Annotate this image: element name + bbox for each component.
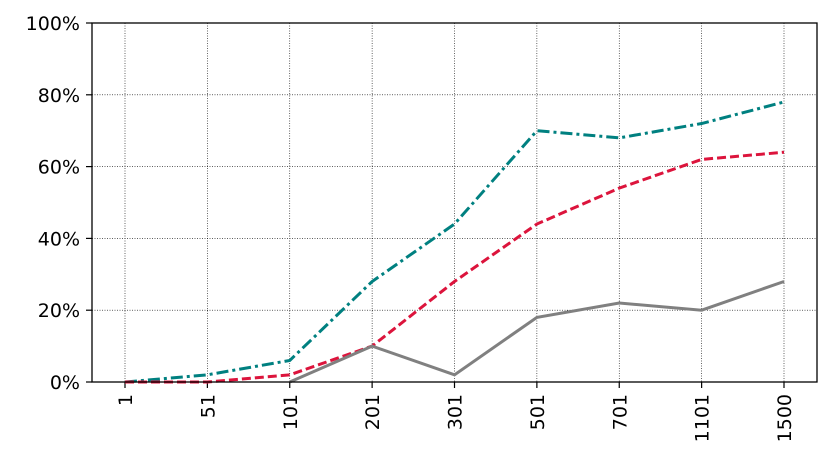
x-tick-label: 701 [609,394,631,430]
x-tick-label: 51 [197,394,219,418]
plot-frame [91,22,818,383]
y-tick-label: 60% [38,157,80,179]
x-tick-label: 301 [445,394,467,430]
x-tick-label: 101 [280,394,302,430]
x-tick-label: 1101 [692,394,714,442]
y-tick-label: 0% [50,372,80,394]
x-tick-label: 1 [115,394,137,406]
y-tick-label: 100% [26,13,80,35]
y-tick-label: 80% [38,85,80,107]
data-line [289,280,785,384]
x-tick-label: 501 [527,394,549,430]
x-tick-label: 201 [362,394,384,430]
y-tick-label: 40% [38,228,80,250]
data-line [124,100,785,384]
y-tick-label: 20% [38,300,80,322]
data-line [125,150,785,384]
x-tick-label: 1500 [774,394,796,442]
